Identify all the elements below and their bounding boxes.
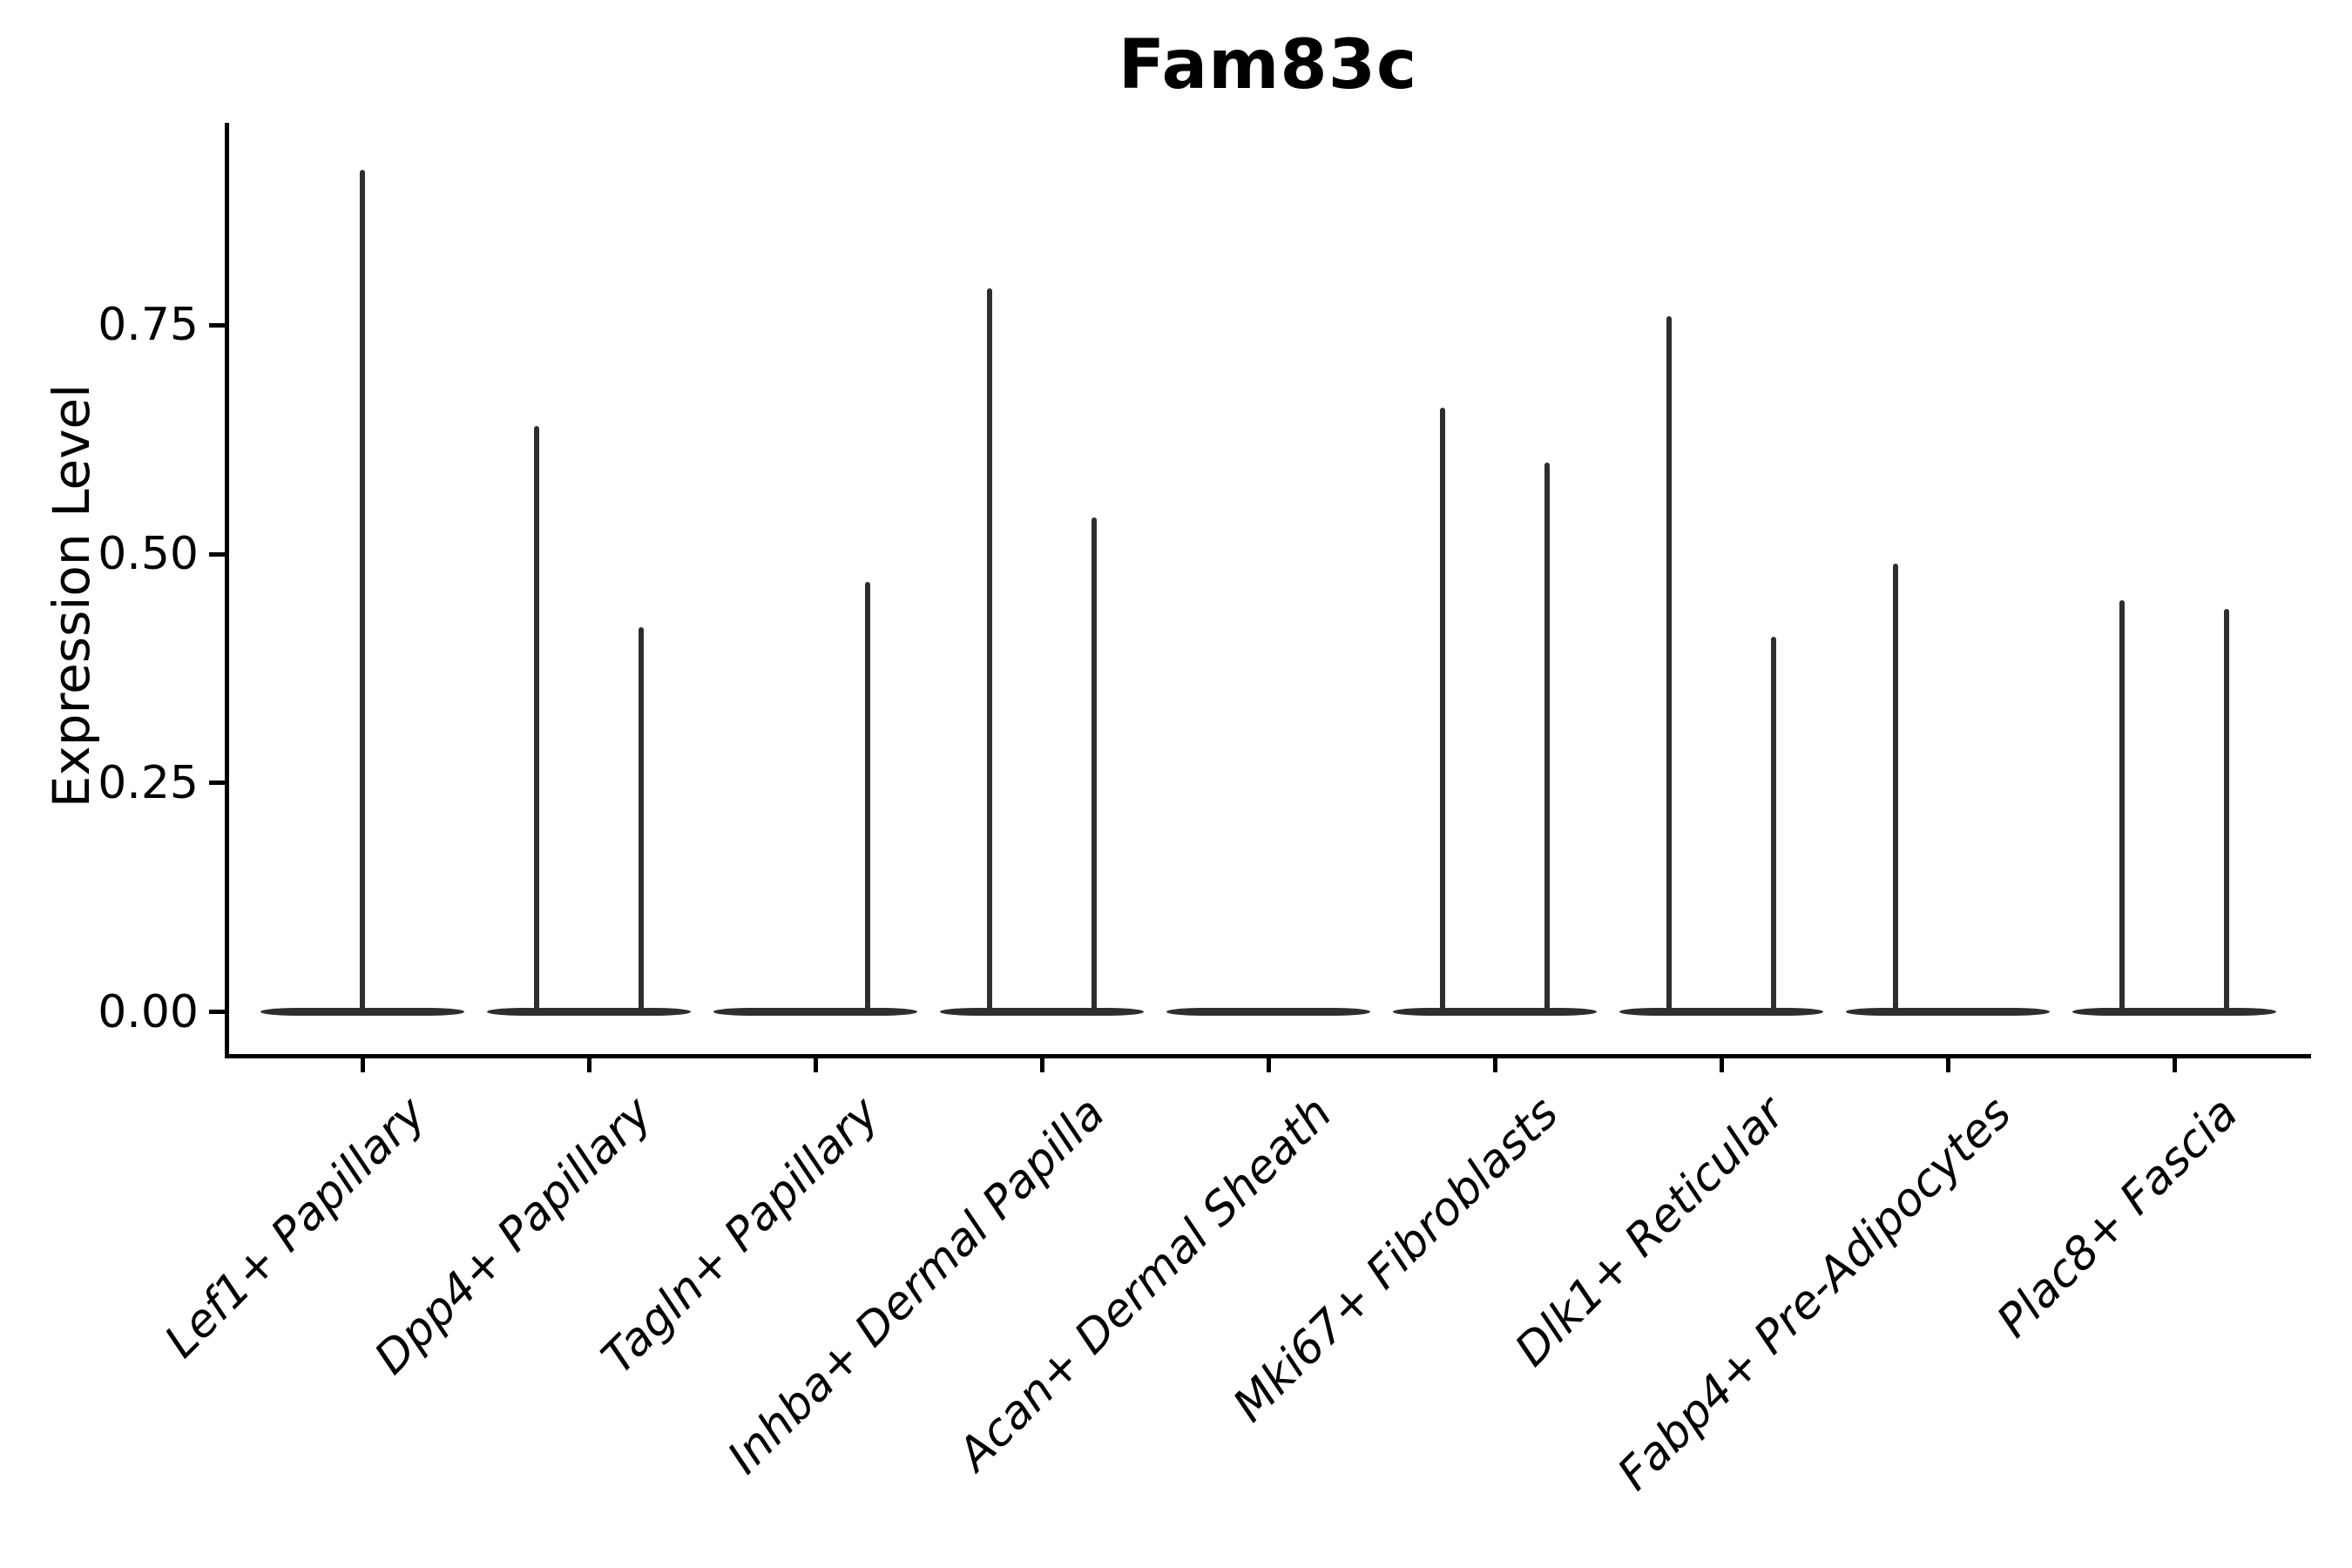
violin-base [713, 1008, 917, 1017]
y-tick-label: 0.50 [98, 528, 199, 581]
violin-base [1393, 1008, 1597, 1017]
chart-title: Fam83c [1118, 26, 1418, 105]
x-tick [586, 1058, 591, 1072]
violin-spike [2119, 599, 2125, 1016]
violin-spike [1893, 563, 1898, 1016]
x-tick [813, 1058, 818, 1072]
violin-base [940, 1008, 1144, 1017]
x-tick [1039, 1058, 1044, 1072]
violin-spike [987, 288, 992, 1016]
violin-spike [534, 425, 539, 1016]
y-tick-label: 0.25 [98, 756, 199, 809]
violin-spike [1440, 407, 1445, 1016]
violin-spike [1092, 517, 1097, 1016]
y-tick [209, 322, 225, 328]
x-tick-label: Inhba+ Dermal Papilla [718, 1087, 1116, 1484]
violin-base [2072, 1008, 2276, 1017]
violin-spike [1666, 315, 1672, 1016]
x-tick [1492, 1058, 1497, 1072]
violin-base [1619, 1008, 1823, 1017]
x-tick [1719, 1058, 1724, 1072]
violin-spike [2224, 609, 2229, 1016]
x-axis-spine [225, 1054, 2311, 1058]
x-tick [1266, 1058, 1271, 1072]
violin-base [1166, 1008, 1370, 1017]
violin-base [487, 1008, 691, 1017]
x-tick [2172, 1058, 2177, 1072]
violin-spike [639, 627, 644, 1016]
x-tick [1945, 1058, 1950, 1072]
violin-spike [1771, 636, 1776, 1016]
y-axis-spine [225, 123, 229, 1055]
y-tick [209, 781, 225, 786]
y-tick-label: 0.75 [98, 299, 199, 352]
y-tick [209, 551, 225, 557]
x-tick-label: Plac8+ Fascia [1987, 1087, 2248, 1348]
x-tick-label: Fabp4+ Pre-Adipocytes [1607, 1087, 2022, 1501]
y-tick-label: 0.00 [98, 985, 199, 1038]
y-tick [209, 1010, 225, 1015]
violin-spike [360, 169, 365, 1016]
violin-spike [1544, 462, 1550, 1016]
violin-base [1846, 1008, 2050, 1017]
x-tick [360, 1058, 365, 1072]
violin-spike [865, 581, 870, 1016]
x-tick-label: Acan+ Dermal Sheath [948, 1087, 1342, 1481]
